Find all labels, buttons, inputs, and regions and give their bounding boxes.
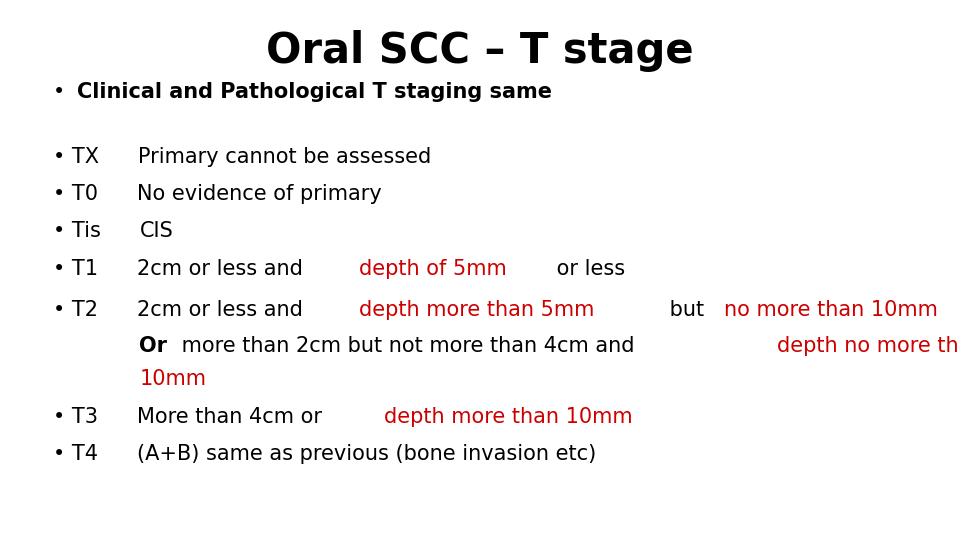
Text: (A+B) same as previous (bone invasion etc): (A+B) same as previous (bone invasion et… bbox=[136, 443, 596, 464]
Text: Or: Or bbox=[139, 335, 167, 356]
Text: • TX: • TX bbox=[53, 146, 119, 167]
Text: • T4: • T4 bbox=[53, 443, 118, 464]
Text: • T3: • T3 bbox=[53, 407, 118, 427]
Text: no more than 10mm: no more than 10mm bbox=[725, 300, 938, 321]
Text: depth more than 5mm: depth more than 5mm bbox=[359, 300, 594, 321]
Text: depth more than 10mm: depth more than 10mm bbox=[384, 407, 633, 427]
Text: Oral SCC – T stage: Oral SCC – T stage bbox=[266, 30, 694, 72]
Text: depth of 5mm: depth of 5mm bbox=[359, 259, 507, 279]
Text: More than 4cm or: More than 4cm or bbox=[136, 407, 328, 427]
Text: No evidence of primary: No evidence of primary bbox=[136, 184, 381, 205]
Text: CIS: CIS bbox=[140, 221, 174, 241]
Text: more than 2cm but not more than 4cm and: more than 2cm but not more than 4cm and bbox=[176, 335, 641, 356]
Text: but: but bbox=[662, 300, 710, 321]
Text: 2cm or less and: 2cm or less and bbox=[136, 259, 309, 279]
Text: • T0: • T0 bbox=[53, 184, 118, 205]
Text: • T2: • T2 bbox=[53, 300, 118, 321]
Text: or less: or less bbox=[550, 259, 625, 279]
Text: •: • bbox=[53, 82, 72, 102]
Text: 10mm: 10mm bbox=[139, 369, 206, 389]
Text: • Tis: • Tis bbox=[53, 221, 121, 241]
Text: Clinical and Pathological T staging same: Clinical and Pathological T staging same bbox=[77, 82, 552, 102]
Text: Primary cannot be assessed: Primary cannot be assessed bbox=[138, 146, 431, 167]
Text: depth no more than: depth no more than bbox=[777, 335, 960, 356]
Text: 2cm or less and: 2cm or less and bbox=[136, 300, 309, 321]
Text: • T1: • T1 bbox=[53, 259, 118, 279]
